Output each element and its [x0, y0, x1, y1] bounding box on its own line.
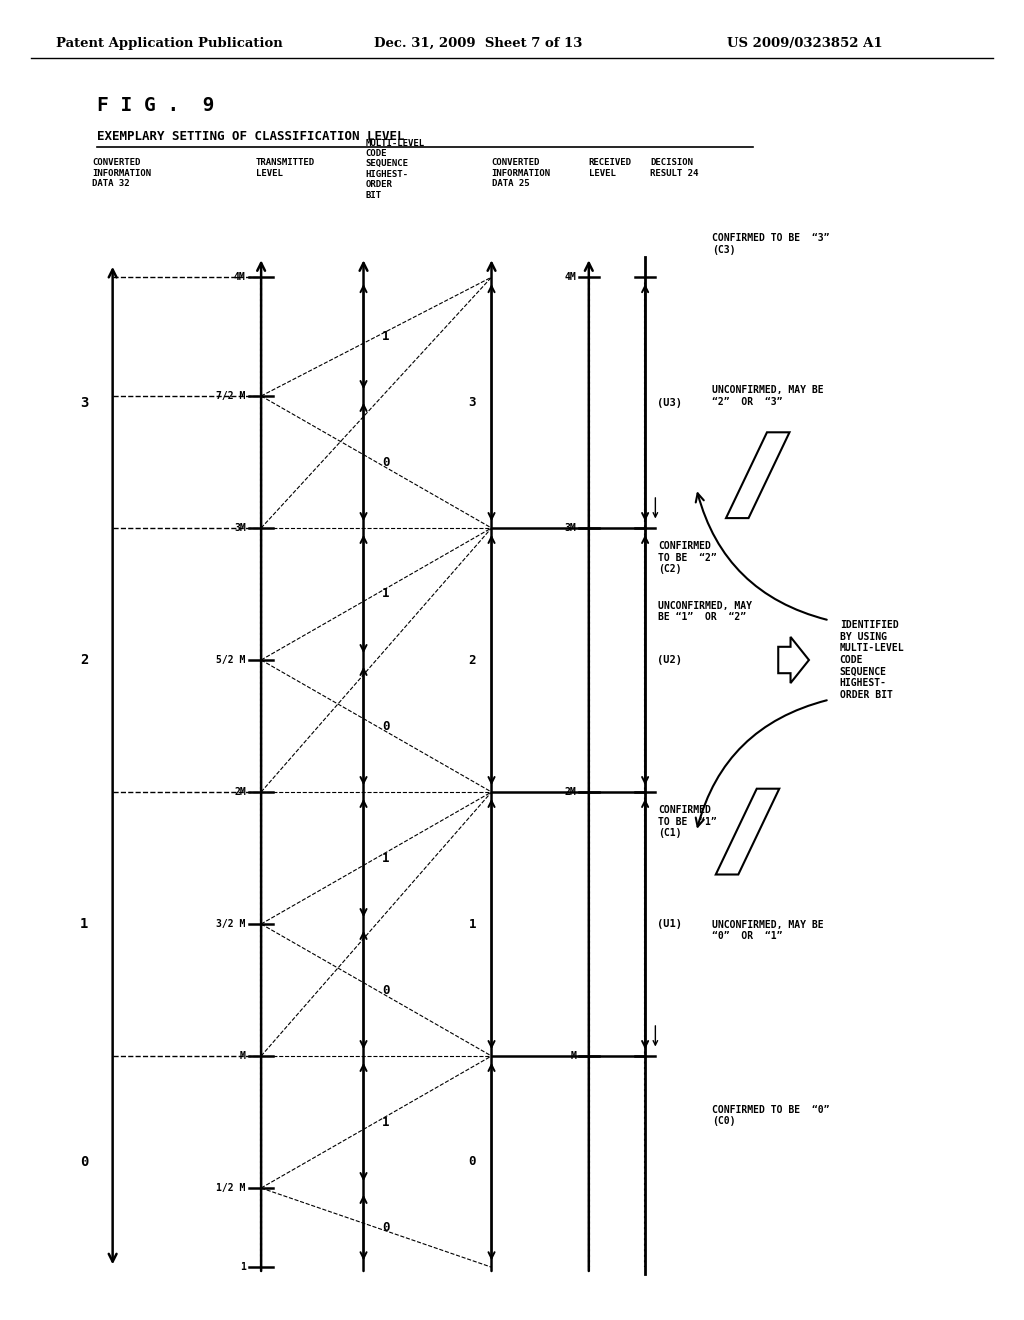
Text: 4M: 4M	[565, 272, 577, 282]
Polygon shape	[726, 433, 790, 517]
Text: M: M	[240, 1051, 246, 1061]
Text: 3: 3	[80, 396, 88, 409]
Text: UNCONFIRMED, MAY BE
“0”  OR  “1”: UNCONFIRMED, MAY BE “0” OR “1”	[712, 920, 823, 941]
Text: 1/2 M: 1/2 M	[216, 1183, 246, 1193]
Text: 0: 0	[80, 1155, 88, 1168]
Text: DECISION
RESULT 24: DECISION RESULT 24	[650, 158, 698, 178]
Text: CONVERTED
INFORMATION
DATA 32: CONVERTED INFORMATION DATA 32	[92, 158, 152, 189]
Text: 3M: 3M	[565, 523, 577, 533]
Text: US 2009/0323852 A1: US 2009/0323852 A1	[727, 37, 883, 50]
Text: TRANSMITTED
LEVEL: TRANSMITTED LEVEL	[256, 158, 315, 178]
Text: F I G .  9: F I G . 9	[97, 96, 215, 115]
Text: 2: 2	[469, 653, 476, 667]
Text: 7/2 M: 7/2 M	[216, 391, 246, 401]
Text: UNCONFIRMED, MAY
BE “1”  OR  “2”: UNCONFIRMED, MAY BE “1” OR “2”	[658, 601, 753, 622]
Text: 0: 0	[382, 983, 389, 997]
Text: M: M	[570, 1051, 577, 1061]
Text: 3/2 M: 3/2 M	[216, 919, 246, 929]
Text: RECEIVED
LEVEL: RECEIVED LEVEL	[589, 158, 632, 178]
Text: 2M: 2M	[234, 787, 246, 797]
Text: 1: 1	[382, 1115, 389, 1129]
Text: 4M: 4M	[234, 272, 246, 282]
Text: 3M: 3M	[234, 523, 246, 533]
Text: 3: 3	[469, 396, 476, 409]
Text: 1: 1	[382, 587, 389, 601]
Text: 1: 1	[240, 1262, 246, 1272]
Text: 1: 1	[469, 917, 476, 931]
Text: 1: 1	[80, 917, 88, 931]
Text: 0: 0	[469, 1155, 476, 1168]
Text: EXEMPLARY SETTING OF CLASSIFICATION LEVEL: EXEMPLARY SETTING OF CLASSIFICATION LEVE…	[97, 129, 404, 143]
Text: Dec. 31, 2009  Sheet 7 of 13: Dec. 31, 2009 Sheet 7 of 13	[374, 37, 582, 50]
Text: (U2): (U2)	[657, 655, 682, 665]
Text: (U1): (U1)	[657, 919, 682, 929]
Text: IDENTIFIED
BY USING
MULTI-LEVEL
CODE
SEQUENCE
HIGHEST-
ORDER BIT: IDENTIFIED BY USING MULTI-LEVEL CODE SEQ…	[840, 620, 904, 700]
Text: CONFIRMED
TO BE  “2”
(C2): CONFIRMED TO BE “2” (C2)	[658, 541, 717, 574]
Text: 0: 0	[382, 1221, 389, 1234]
Text: CONFIRMED
TO BE  “1”
(C1): CONFIRMED TO BE “1” (C1)	[658, 805, 717, 838]
Text: UNCONFIRMED, MAY BE
“2”  OR  “3”: UNCONFIRMED, MAY BE “2” OR “3”	[712, 385, 823, 407]
Text: 0: 0	[382, 719, 389, 733]
Text: 2M: 2M	[565, 787, 577, 797]
Text: CONVERTED
INFORMATION
DATA 25: CONVERTED INFORMATION DATA 25	[492, 158, 551, 189]
Text: CONFIRMED TO BE  “3”
(C3): CONFIRMED TO BE “3” (C3)	[712, 234, 829, 255]
Text: MULTI-LEVEL
CODE
SEQUENCE
HIGHEST-
ORDER
BIT: MULTI-LEVEL CODE SEQUENCE HIGHEST- ORDER…	[366, 139, 425, 199]
Text: 0: 0	[382, 455, 389, 469]
Text: (U3): (U3)	[657, 397, 682, 408]
Text: Patent Application Publication: Patent Application Publication	[56, 37, 283, 50]
FancyArrow shape	[778, 638, 809, 684]
Text: 1: 1	[382, 330, 389, 343]
Text: 5/2 M: 5/2 M	[216, 655, 246, 665]
Text: 2: 2	[80, 653, 88, 667]
Text: 1: 1	[382, 851, 389, 865]
Polygon shape	[716, 789, 779, 874]
Text: CONFIRMED TO BE  “0”
(C0): CONFIRMED TO BE “0” (C0)	[712, 1105, 829, 1126]
